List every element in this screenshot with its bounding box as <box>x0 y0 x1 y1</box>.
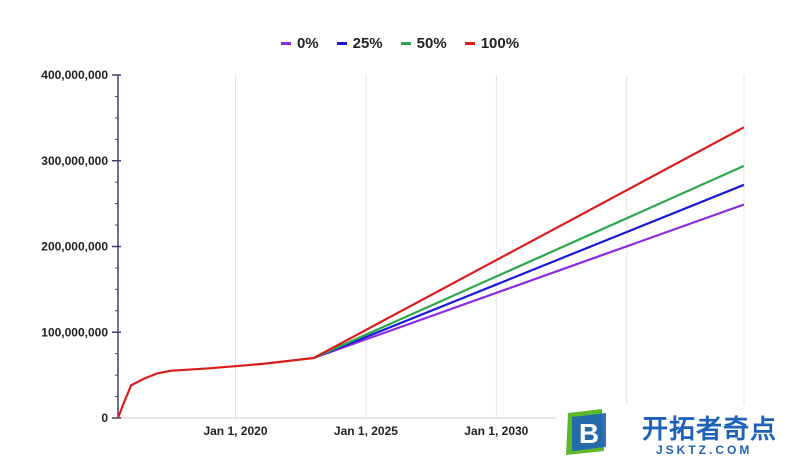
legend-swatch-2 <box>400 42 411 45</box>
x-tick-label-1: Jan 1, 2025 <box>334 424 398 438</box>
site-logo: B 开拓者奇点 JSKTZ.COM <box>556 405 800 463</box>
logo-domain: JSKTZ.COM <box>656 443 753 457</box>
legend-label-3: 100% <box>480 35 520 52</box>
x-tick-label-0: Jan 1, 2020 <box>203 424 267 438</box>
legend-item-1[interactable]: 25% <box>336 35 383 52</box>
legend-swatch-3 <box>464 42 475 45</box>
legend-item-3[interactable]: 100% <box>464 35 520 52</box>
y-tick-label-2: 200,000,000 <box>41 240 108 254</box>
legend-item-0[interactable]: 0% <box>280 35 319 52</box>
legend-swatch-0 <box>280 42 291 45</box>
y-tick-label-0: 0 <box>101 411 108 425</box>
series-line-3 <box>116 126 745 419</box>
legend-label-0: 0% <box>296 35 319 52</box>
legend-label-2: 50% <box>416 35 447 52</box>
legend-label-1: 25% <box>352 35 383 52</box>
series-line-2 <box>313 164 745 360</box>
series-line-0 <box>313 203 745 360</box>
y-tick-label-3: 300,000,000 <box>41 154 108 168</box>
y-tick-label-1: 100,000,000 <box>41 325 108 339</box>
y-tick-label-4: 400,000,000 <box>41 68 108 82</box>
logo-mark-icon: B <box>566 409 606 455</box>
x-tick-label-2: Jan 1, 2030 <box>464 424 528 438</box>
series-line-1 <box>313 183 745 360</box>
legend: 0% 25% 50% 100% <box>0 35 800 52</box>
legend-item-2[interactable]: 50% <box>400 35 447 52</box>
logo-mark-letter: B <box>579 418 599 449</box>
logo-name: 开拓者奇点 <box>642 415 778 445</box>
legend-swatch-1 <box>336 42 347 45</box>
